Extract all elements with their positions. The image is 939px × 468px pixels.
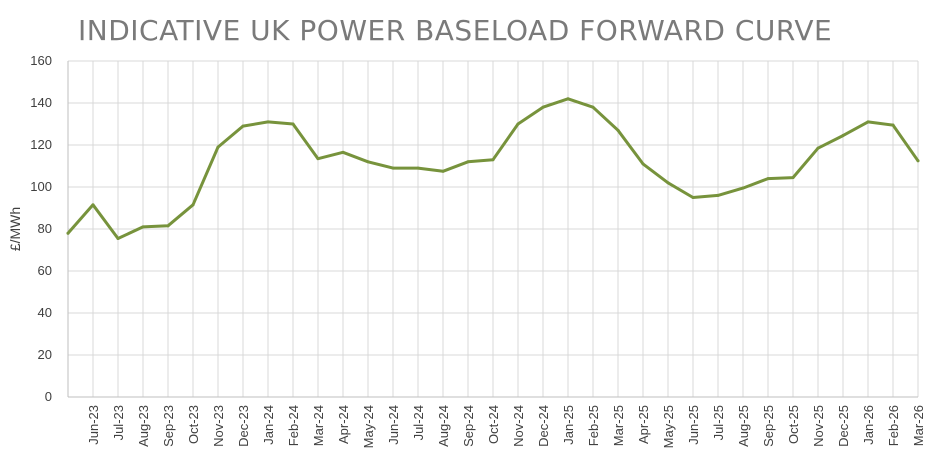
- data-point: [866, 120, 870, 124]
- data-point: [141, 225, 145, 229]
- data-point: [66, 231, 70, 235]
- data-point: [341, 150, 345, 154]
- x-tick-label: Mar-24: [311, 405, 326, 446]
- x-tick-label: Aug-24: [436, 405, 451, 447]
- gridlines: [68, 60, 919, 398]
- data-point: [391, 166, 395, 170]
- data-point: [216, 145, 220, 149]
- x-tick-label: Dec-23: [236, 405, 251, 447]
- y-tick-label: 60: [38, 263, 52, 278]
- data-point: [166, 224, 170, 228]
- x-tick-label: Jul-25: [711, 405, 726, 440]
- x-tick-label: Dec-24: [536, 405, 551, 447]
- x-tick-label: Jan-25: [561, 405, 576, 445]
- y-tick-label: 100: [30, 179, 52, 194]
- x-tick-label: Aug-25: [736, 405, 751, 447]
- chart-title: INDICATIVE UK POWER BASELOAD FORWARD CUR…: [78, 14, 833, 47]
- data-point: [116, 236, 120, 240]
- data-point: [316, 157, 320, 161]
- data-point: [766, 177, 770, 181]
- y-tick-label: 20: [38, 347, 52, 362]
- data-point: [566, 97, 570, 101]
- x-tick-label: Mar-26: [911, 405, 926, 446]
- x-axis-ticks: Jun-23 Jul-23 Aug-23 Sep-23 Oct-23 Nov-23 Dec-…: [86, 405, 926, 448]
- data-point: [666, 181, 670, 185]
- y-axis-title: £/MWh: [7, 207, 23, 251]
- x-tick-label: Jun-25: [686, 405, 701, 445]
- data-point: [441, 169, 445, 173]
- data-point: [241, 124, 245, 128]
- x-tick-label: Mar-25: [611, 405, 626, 446]
- x-tick-label: Apr-25: [636, 405, 651, 444]
- x-tick-label: Nov-24: [511, 405, 526, 447]
- data-point: [191, 203, 195, 207]
- x-tick-label: Jan-24: [261, 405, 276, 445]
- x-tick-label: Oct-23: [186, 405, 201, 444]
- data-point: [591, 105, 595, 109]
- data-point: [891, 123, 895, 127]
- x-tick-label: Sep-25: [761, 405, 776, 447]
- data-point: [816, 146, 820, 150]
- x-tick-label: Nov-25: [811, 405, 826, 447]
- x-tick-label: Sep-24: [461, 405, 476, 447]
- data-point: [641, 162, 645, 166]
- data-point: [791, 176, 795, 180]
- x-tick-label: Apr-24: [336, 405, 351, 444]
- y-axis-ticks: 0 20 40 60 80 100 120 140 160: [30, 53, 52, 404]
- x-tick-label: Oct-24: [486, 405, 501, 444]
- x-tick-label: Feb-26: [886, 405, 901, 446]
- y-tick-label: 80: [38, 221, 52, 236]
- data-point: [916, 159, 920, 163]
- x-tick-label: May-24: [361, 405, 376, 448]
- data-point: [516, 122, 520, 126]
- x-tick-label: Feb-24: [286, 405, 301, 446]
- data-point: [841, 134, 845, 138]
- x-tick-label: Feb-25: [586, 405, 601, 446]
- data-point: [691, 196, 695, 199]
- data-point: [466, 160, 470, 164]
- x-tick-label: Jun-23: [86, 405, 101, 445]
- y-tick-label: 160: [30, 53, 52, 68]
- x-tick-label: Nov-23: [211, 405, 226, 447]
- series-layer: [66, 97, 920, 240]
- x-tick-label: Dec-25: [836, 405, 851, 447]
- x-tick-label: Sep-23: [161, 405, 176, 447]
- data-point: [91, 203, 95, 207]
- data-point: [416, 166, 420, 170]
- data-point: [716, 193, 720, 197]
- y-tick-label: 120: [30, 137, 52, 152]
- x-tick-label: Jan-26: [861, 405, 876, 445]
- data-point: [266, 120, 270, 124]
- data-point: [366, 160, 370, 164]
- x-tick-label: Oct-25: [786, 405, 801, 444]
- x-tick-label: Jun-24: [386, 405, 401, 445]
- y-tick-label: 0: [45, 389, 52, 404]
- y-tick-label: 140: [30, 95, 52, 110]
- x-tick-label: May-25: [661, 405, 676, 448]
- data-point: [491, 158, 495, 162]
- x-tick-label: Jul-24: [411, 405, 426, 440]
- data-point: [741, 186, 745, 190]
- data-point: [291, 122, 295, 126]
- x-tick-label: Aug-23: [136, 405, 151, 447]
- data-point: [541, 105, 545, 109]
- y-tick-label: 40: [38, 305, 52, 320]
- data-point: [616, 128, 620, 132]
- x-tick-label: Jul-23: [111, 405, 126, 440]
- axes: [67, 61, 918, 398]
